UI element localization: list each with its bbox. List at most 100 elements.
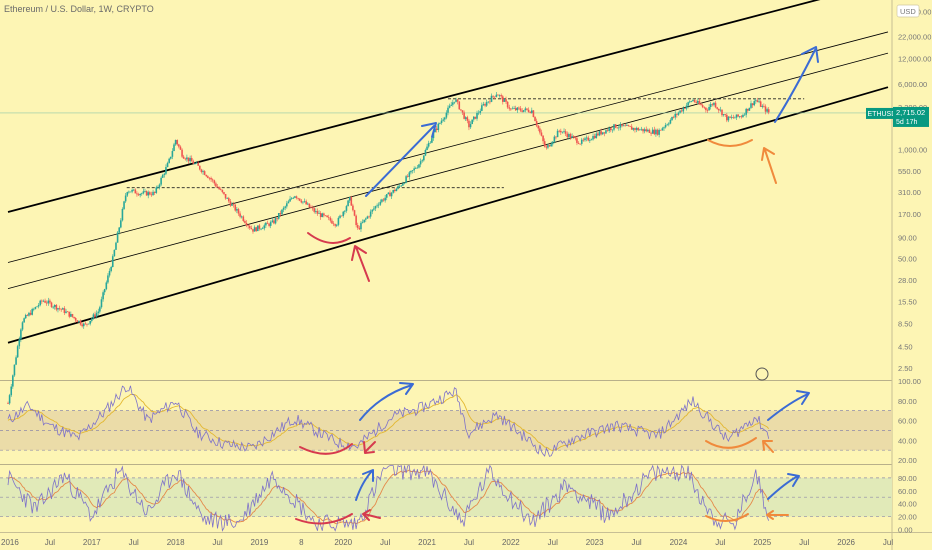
candle bbox=[647, 128, 649, 133]
candle bbox=[60, 308, 62, 312]
candle-body bbox=[41, 300, 43, 302]
candle-body bbox=[315, 210, 317, 212]
candle-body bbox=[179, 146, 182, 150]
candle-body bbox=[84, 323, 87, 325]
candle-body bbox=[171, 151, 174, 157]
candle-body bbox=[542, 135, 544, 142]
candle bbox=[257, 225, 259, 232]
candle bbox=[642, 128, 644, 134]
candle-body bbox=[676, 113, 678, 115]
candle-body bbox=[572, 136, 575, 137]
candle bbox=[693, 99, 696, 103]
candle-body bbox=[392, 189, 395, 193]
ticker-tag bbox=[866, 107, 893, 119]
candle-body bbox=[86, 323, 88, 325]
candle-body bbox=[645, 129, 648, 132]
candle bbox=[361, 219, 364, 224]
candle-body bbox=[71, 314, 74, 317]
candle-body bbox=[15, 357, 17, 365]
blue-arrow bbox=[355, 469, 374, 501]
candle bbox=[100, 296, 103, 309]
candle-body bbox=[340, 215, 343, 217]
candle bbox=[397, 184, 399, 190]
stoch-tick-label: 20.00 bbox=[898, 513, 917, 522]
candle bbox=[126, 191, 129, 197]
candle bbox=[311, 205, 314, 211]
candle bbox=[497, 94, 499, 96]
candle-body bbox=[32, 308, 35, 310]
candle-body bbox=[102, 292, 104, 300]
candle bbox=[613, 123, 615, 132]
candle bbox=[424, 148, 427, 157]
candle bbox=[163, 172, 166, 178]
time-tick-label: 2024 bbox=[670, 538, 688, 547]
candle bbox=[651, 127, 654, 134]
candle-body bbox=[463, 112, 465, 119]
candle bbox=[110, 265, 112, 273]
candle bbox=[91, 317, 93, 323]
candle-body bbox=[356, 225, 359, 228]
candle bbox=[340, 215, 343, 217]
candle bbox=[247, 224, 249, 229]
candle bbox=[182, 154, 185, 159]
candle-body bbox=[584, 138, 586, 141]
candle bbox=[663, 126, 665, 131]
candle-body bbox=[753, 101, 756, 106]
candle bbox=[566, 131, 569, 139]
candle bbox=[519, 106, 522, 113]
candle-body bbox=[587, 137, 590, 141]
candle-body bbox=[632, 128, 635, 130]
candle bbox=[711, 103, 714, 107]
candle-body bbox=[76, 320, 79, 323]
candle bbox=[26, 314, 29, 317]
candle bbox=[179, 145, 182, 151]
candle-body bbox=[13, 364, 16, 376]
candle-body bbox=[529, 111, 531, 113]
candle bbox=[618, 124, 620, 131]
red-curve bbox=[299, 443, 353, 455]
price-tick-label: 1,000.00 bbox=[898, 145, 927, 154]
candle-body bbox=[70, 314, 72, 317]
candle-body bbox=[476, 112, 478, 119]
orange-curve bbox=[705, 437, 757, 449]
candle bbox=[250, 225, 253, 230]
candle-body bbox=[334, 224, 336, 226]
candle bbox=[321, 212, 324, 218]
candle bbox=[713, 102, 715, 107]
candle-body bbox=[738, 116, 741, 118]
candle bbox=[463, 110, 465, 120]
candle bbox=[405, 174, 407, 184]
candle-body bbox=[413, 168, 415, 171]
candle-body bbox=[124, 195, 127, 202]
candle-body bbox=[564, 131, 567, 134]
candle-body bbox=[658, 129, 660, 135]
candle-body bbox=[45, 302, 48, 304]
price-tick-label: 6,000.00 bbox=[898, 80, 927, 89]
candle-body bbox=[273, 220, 275, 224]
candle-body bbox=[73, 316, 75, 319]
time-tick-label: Jul bbox=[631, 538, 641, 547]
candle-body bbox=[195, 162, 198, 164]
orange-arrow bbox=[761, 147, 777, 184]
currency-label: USD bbox=[900, 7, 916, 16]
candle bbox=[576, 135, 578, 146]
candle-body bbox=[716, 107, 718, 109]
candle bbox=[210, 176, 212, 183]
candle-body bbox=[750, 103, 752, 108]
orange-curve bbox=[707, 139, 753, 147]
candle bbox=[319, 211, 322, 220]
candle-body bbox=[445, 112, 448, 118]
candle bbox=[721, 109, 723, 117]
candle-body bbox=[593, 135, 596, 139]
candle bbox=[70, 311, 72, 318]
candle bbox=[468, 119, 470, 131]
candle-body bbox=[674, 113, 677, 118]
candle bbox=[290, 197, 293, 200]
candle-body bbox=[365, 218, 367, 220]
candle-body bbox=[92, 314, 95, 319]
candle bbox=[176, 139, 179, 146]
candle bbox=[294, 195, 296, 199]
candle bbox=[597, 131, 599, 137]
candle-body bbox=[579, 143, 581, 145]
